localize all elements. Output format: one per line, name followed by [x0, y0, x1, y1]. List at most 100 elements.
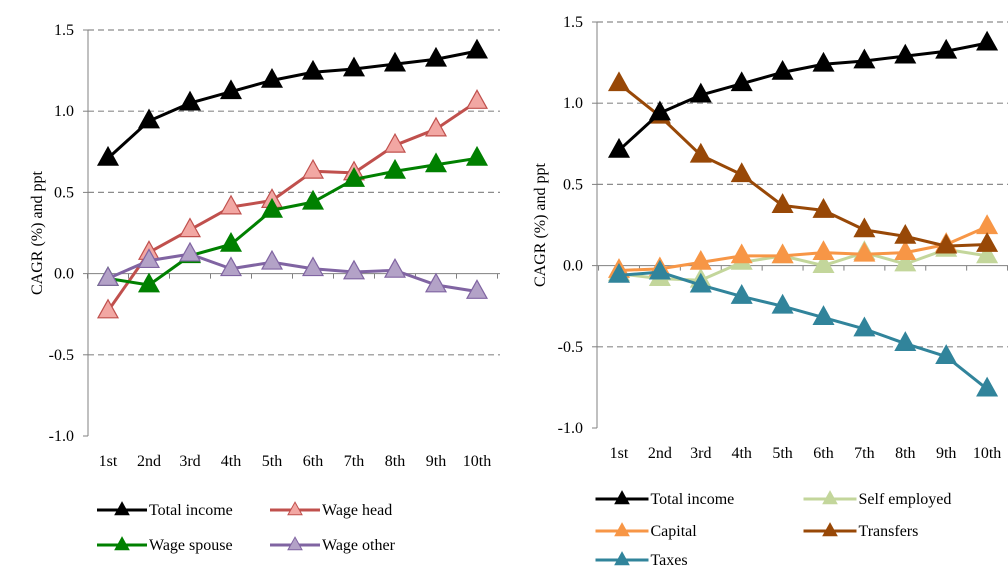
legend-item-taxes: Taxes — [595, 551, 688, 566]
data-point — [976, 232, 999, 252]
data-point — [853, 48, 876, 69]
legend-label: Transfers — [859, 523, 919, 540]
data-point — [96, 298, 120, 319]
y-axis-title: CAGR (%) and ppt — [29, 170, 46, 295]
legend-item-total-income: Total income — [97, 501, 233, 519]
legend-label: Wage head — [322, 502, 392, 519]
x-tick-label: 5th — [772, 445, 792, 462]
data-point — [976, 214, 999, 235]
legend-label: Total income — [651, 491, 735, 508]
y-tick-label: 0.0 — [563, 258, 583, 275]
data-point — [853, 241, 876, 262]
data-point — [301, 256, 325, 277]
data-point — [935, 38, 958, 59]
data-point — [260, 197, 284, 218]
data-point — [137, 248, 161, 269]
series-wage-head — [96, 89, 489, 319]
data-point — [137, 272, 161, 293]
data-point — [935, 344, 958, 364]
data-point — [976, 376, 999, 397]
series-line — [618, 270, 989, 391]
data-point — [648, 100, 671, 121]
y-tick-label: 0.5 — [563, 176, 583, 193]
data-point — [424, 46, 448, 67]
legend-label: Capital — [651, 523, 698, 540]
series-line — [107, 156, 478, 287]
data-point — [894, 223, 917, 244]
data-point — [648, 259, 671, 280]
x-tick-label: 3rd — [179, 453, 200, 470]
data-point — [424, 152, 448, 173]
x-tick-label: 10th — [463, 453, 491, 470]
data-point — [689, 142, 712, 163]
legend-marker — [287, 536, 303, 551]
legend-item-capital: Capital — [595, 522, 698, 540]
data-point — [771, 193, 794, 213]
data-point — [730, 243, 753, 264]
data-point — [301, 158, 325, 179]
data-point — [301, 59, 325, 80]
x-tick-label: 2nd — [137, 453, 161, 470]
series-taxes — [607, 259, 999, 397]
data-point — [812, 240, 835, 261]
data-point — [178, 217, 202, 238]
series-line — [618, 225, 988, 272]
legend-marker — [287, 501, 303, 516]
x-tick-label: 4th — [221, 453, 241, 470]
data-point — [219, 256, 243, 277]
legend-item-self-employed: Self employed — [803, 490, 952, 508]
data-point — [383, 51, 407, 72]
data-point — [383, 158, 407, 179]
data-point — [771, 243, 794, 264]
data-point — [383, 257, 407, 278]
x-tick-label: 6th — [813, 445, 833, 462]
legend-marker — [822, 522, 838, 537]
x-tick-label: 7th — [344, 453, 364, 470]
data-point — [853, 316, 876, 337]
data-point — [771, 59, 794, 80]
data-point — [812, 253, 835, 274]
series-wage-other — [96, 241, 489, 299]
data-point — [383, 132, 407, 153]
y-tick-label: 1.0 — [563, 95, 583, 112]
legend-item-wage-head: Wage head — [270, 501, 392, 519]
series-line — [106, 100, 478, 312]
legend-marker — [614, 551, 630, 566]
legend-label: Wage spouse — [149, 537, 233, 554]
legend-label: Self employed — [859, 491, 952, 508]
chart-right-income-components: -1.0 -0.5 0.0 0.5 1.0 1.5 1st 2nd 3rd 4th 5th 6th 7t… — [532, 14, 1008, 566]
legend-marker — [822, 490, 838, 505]
y-tick-label: -0.5 — [49, 347, 74, 364]
y-tick-label: 1.5 — [54, 22, 74, 39]
data-point — [96, 266, 120, 286]
data-point — [853, 217, 876, 238]
x-tick-label: 9th — [426, 453, 446, 470]
x-tick-label: 4th — [731, 445, 751, 462]
data-point — [424, 272, 448, 293]
data-point — [730, 162, 753, 183]
series-total-income — [96, 38, 489, 166]
legend-marker — [614, 522, 630, 537]
legend-label: Wage other — [322, 537, 396, 554]
data-point — [342, 56, 366, 77]
data-point — [730, 284, 753, 304]
x-tick-label: 3rd — [690, 445, 711, 462]
legend-marker — [614, 490, 630, 505]
data-point — [178, 241, 202, 262]
data-point — [260, 249, 284, 270]
data-point — [219, 79, 243, 100]
y-tick-label: 1.5 — [563, 14, 583, 31]
series-line — [106, 49, 478, 160]
y-tick-label: 1.0 — [54, 103, 74, 120]
series-line — [107, 252, 478, 293]
legend-marker — [114, 501, 130, 516]
data-point — [607, 71, 631, 92]
x-tick-label: 7th — [854, 445, 874, 462]
data-point — [771, 293, 794, 314]
data-point — [465, 89, 489, 109]
y-tick-label: 0.5 — [54, 184, 74, 201]
data-point — [812, 197, 835, 218]
x-tick-label: 1st — [99, 453, 118, 470]
data-point — [342, 259, 366, 280]
